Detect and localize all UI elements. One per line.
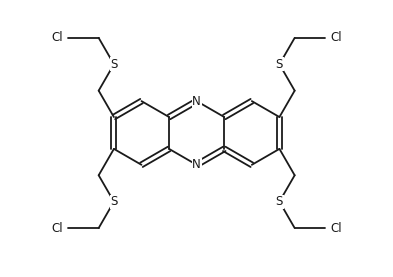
Text: S: S — [276, 195, 283, 208]
Text: N: N — [192, 158, 201, 171]
Text: Cl: Cl — [51, 222, 62, 235]
Text: N: N — [192, 95, 201, 107]
Text: Cl: Cl — [331, 31, 342, 44]
Text: Cl: Cl — [51, 31, 62, 44]
Text: S: S — [110, 58, 118, 71]
Text: S: S — [276, 58, 283, 71]
Text: Cl: Cl — [331, 222, 342, 235]
Text: S: S — [110, 195, 118, 208]
